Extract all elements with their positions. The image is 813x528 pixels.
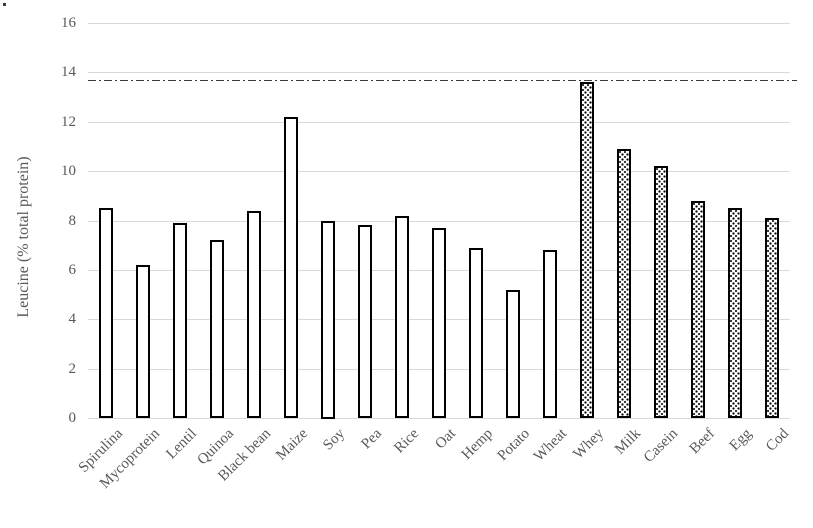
bar-casein xyxy=(654,166,668,418)
bar-rice xyxy=(395,216,409,418)
bar-beef xyxy=(691,201,705,418)
bar-oat xyxy=(432,228,446,418)
y-axis-tick-label-10: 10 xyxy=(61,163,76,179)
gridline-8 xyxy=(88,221,790,222)
bar-black-bean xyxy=(247,211,261,418)
bar-lentil xyxy=(173,223,187,418)
y-axis-tick-label-0: 0 xyxy=(68,410,77,426)
y-axis-tick-label-8: 8 xyxy=(68,213,77,229)
y-axis-tick-label-12: 12 xyxy=(61,114,76,130)
bar-mycoprotein xyxy=(136,265,150,418)
bar-cod xyxy=(765,218,779,418)
bar-quinoa xyxy=(210,240,224,418)
gridline-0 xyxy=(88,418,790,419)
bar-potato xyxy=(506,290,520,418)
bar-hemp xyxy=(469,248,483,418)
bar-wheat xyxy=(543,250,557,418)
gridline-12 xyxy=(88,122,790,123)
reference-line xyxy=(88,80,797,81)
stray-dot-mark xyxy=(3,3,6,6)
y-axis-tick-label-2: 2 xyxy=(68,361,77,377)
y-axis-tick-label-16: 16 xyxy=(61,15,76,31)
bar-maize xyxy=(284,117,298,418)
bar-pea xyxy=(358,225,372,418)
gridline-16 xyxy=(88,23,790,24)
bar-soy xyxy=(321,221,335,419)
y-axis-title: Leucine (% total protein) xyxy=(15,156,32,318)
gridline-14 xyxy=(88,72,790,73)
gridline-10 xyxy=(88,171,790,172)
bar-milk xyxy=(617,149,631,418)
bar-spirulina xyxy=(99,208,113,418)
bar-egg xyxy=(728,208,742,418)
y-axis-tick-label-4: 4 xyxy=(68,311,77,327)
bar-whey xyxy=(580,82,594,418)
y-axis-tick-label-6: 6 xyxy=(68,262,77,278)
y-axis-tick-label-14: 14 xyxy=(61,64,76,80)
